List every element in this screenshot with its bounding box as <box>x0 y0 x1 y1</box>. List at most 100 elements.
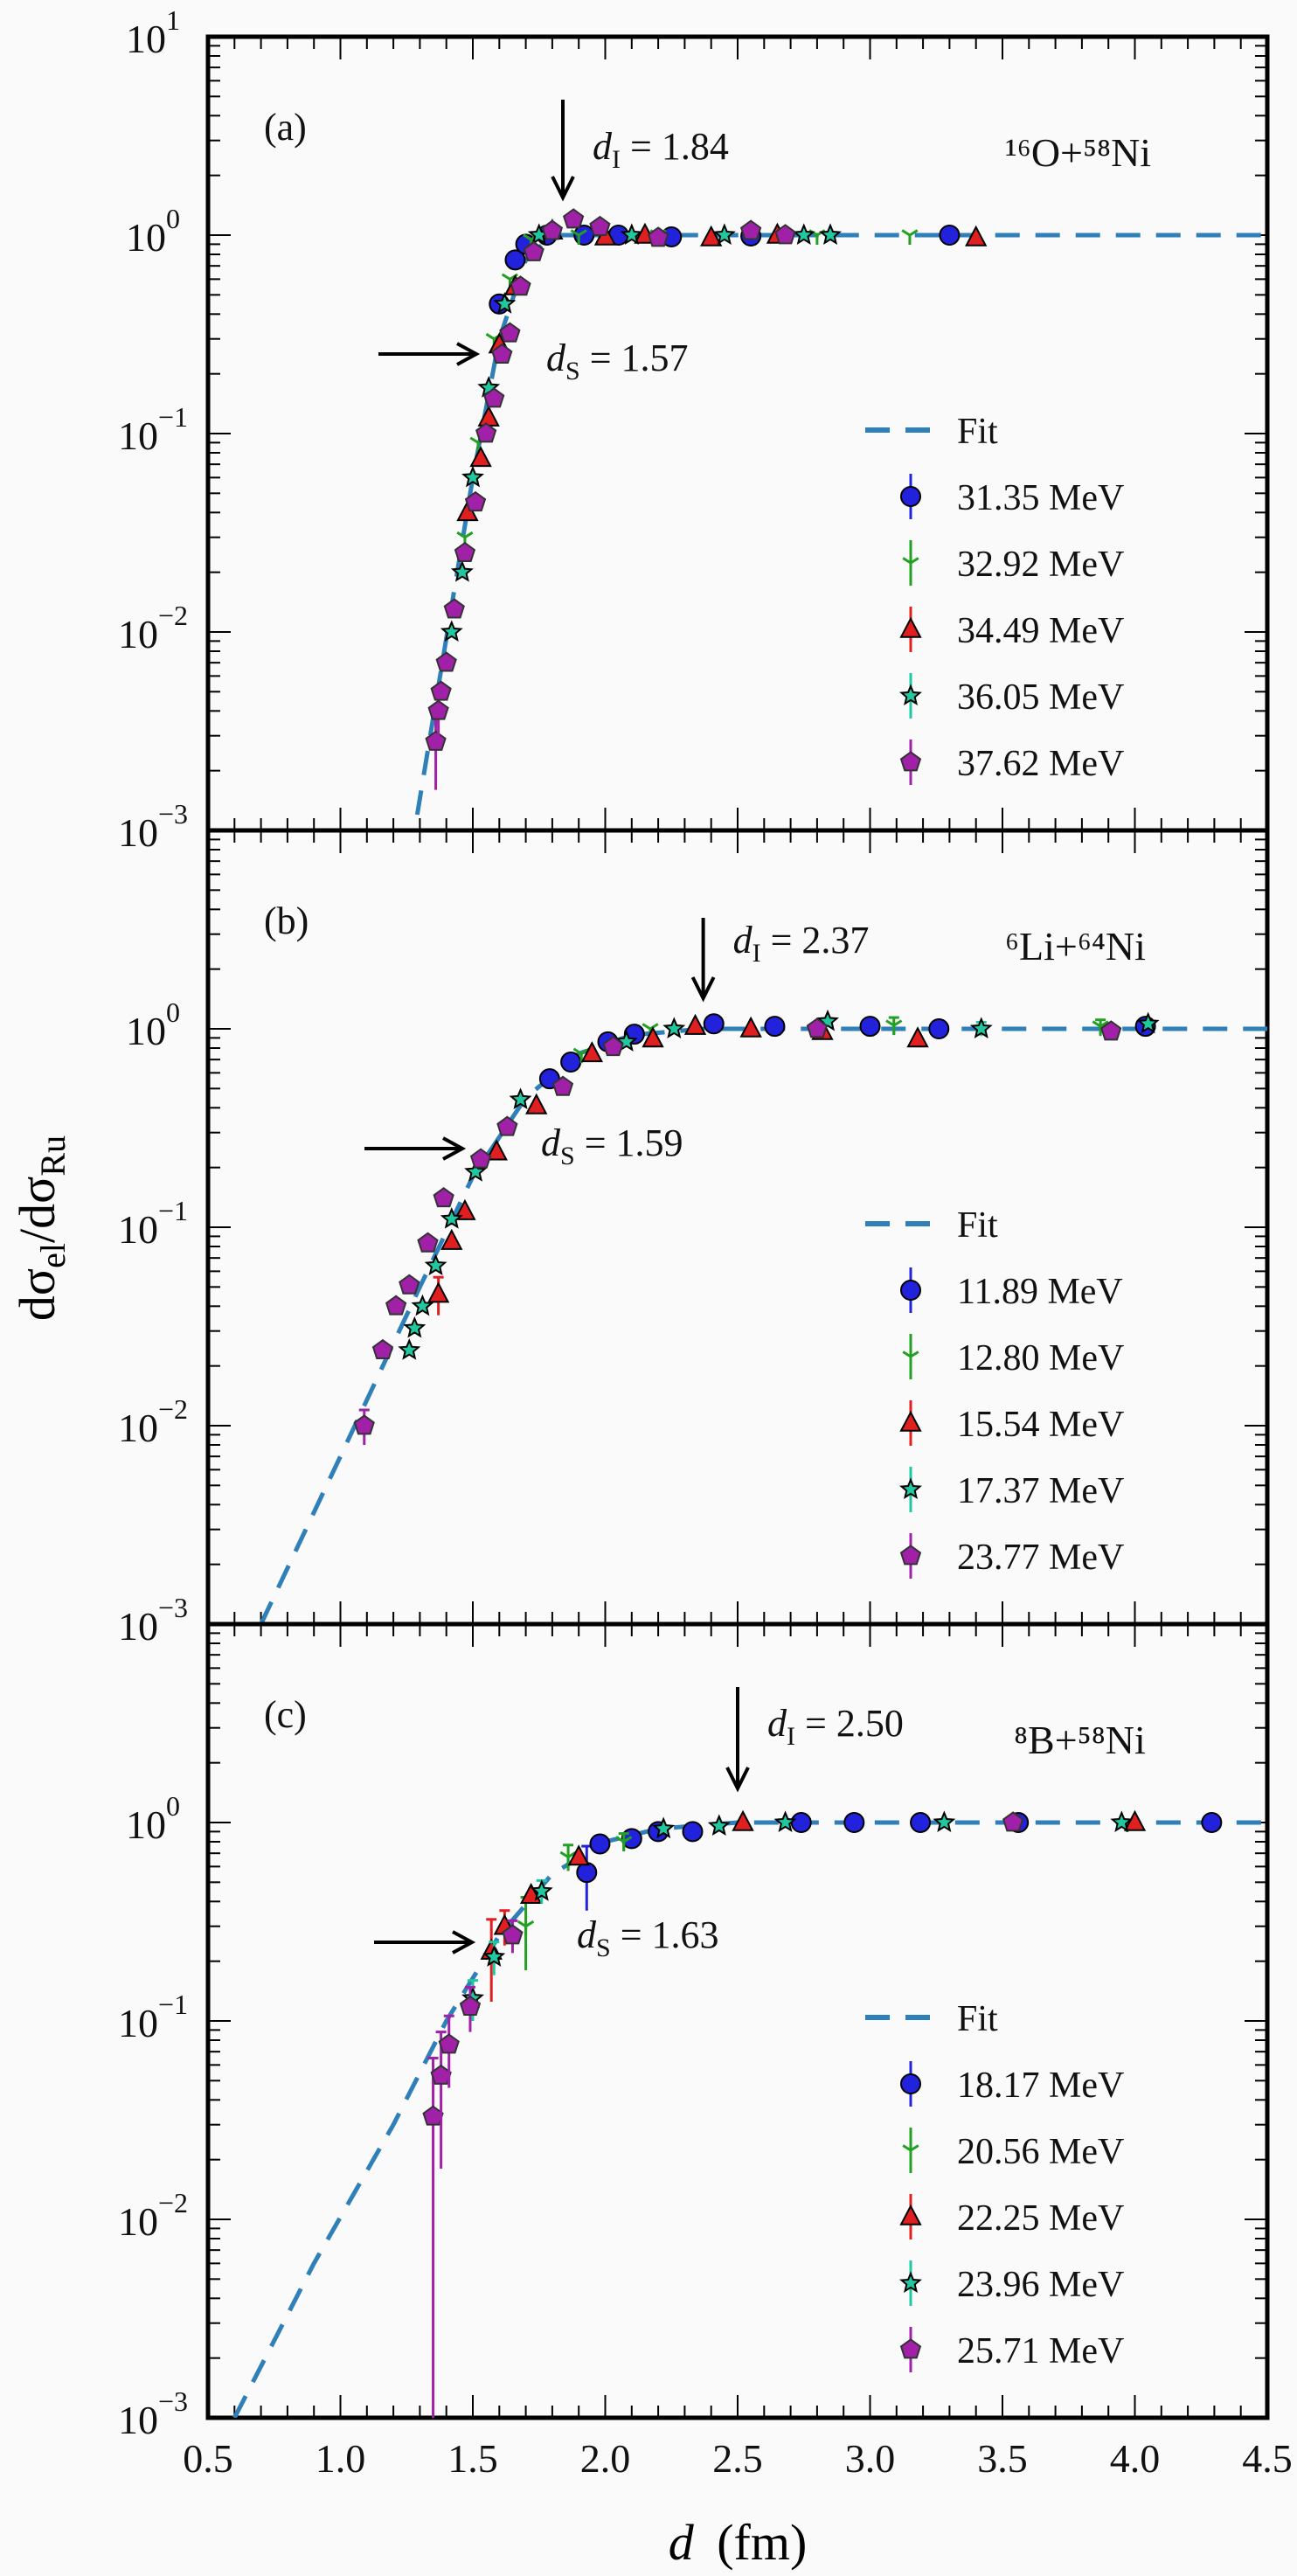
data-point <box>454 1198 476 1220</box>
legend-marker <box>899 684 922 706</box>
legend-marker <box>902 557 919 573</box>
legend-marker <box>900 2073 921 2094</box>
data-point <box>541 219 564 240</box>
x-tick-label: 4.0 <box>1110 2436 1161 2481</box>
arrow-right-icon <box>364 1136 467 1161</box>
data-point <box>435 651 457 672</box>
data-point <box>454 541 476 563</box>
x-tick-label: 4.5 <box>1242 2436 1293 2481</box>
data-point <box>1100 1020 1122 1041</box>
data-point <box>764 1016 786 1038</box>
y-tick-label: 10−2 <box>118 600 188 656</box>
legend-label: 17.37 MeV <box>957 1471 1124 1511</box>
legend-label: 34.49 MeV <box>957 611 1124 651</box>
data-point <box>525 1093 548 1114</box>
data-point <box>353 1414 375 1435</box>
data-point <box>732 1809 754 1831</box>
data-point <box>589 1833 611 1855</box>
panel-a: 10−3 10−2 10−1 100 101 (a) ¹⁶O+⁵⁸Ni dI = 1.84 dS… <box>118 4 1270 855</box>
data-point <box>774 224 796 245</box>
data-point <box>570 229 587 245</box>
data-point <box>398 1338 421 1360</box>
data-point <box>403 1316 427 1338</box>
legend-label: 25.71 MeV <box>957 2331 1124 2371</box>
data-point <box>371 1338 394 1360</box>
data-point <box>551 1075 574 1096</box>
d-I-annotation: dI = 2.50 <box>767 1702 904 1751</box>
legend-fit-label: Fit <box>957 412 998 452</box>
legend-marker <box>900 486 921 507</box>
legend-label: 32.92 MeV <box>957 545 1124 585</box>
data-point <box>700 225 723 246</box>
arrow-down-icon <box>690 918 716 1003</box>
data-point <box>560 1052 582 1073</box>
data-point <box>499 322 521 343</box>
series-36-05-MeV <box>440 223 842 642</box>
series-22-25-MeV <box>480 1809 1147 2003</box>
reaction-label: ¹⁶O+⁵⁸Ni <box>1005 130 1151 175</box>
legend-fit-label: Fit <box>957 1205 998 1246</box>
data-point <box>567 1844 590 1866</box>
data-point <box>1092 1020 1109 1037</box>
data-point <box>703 1013 725 1035</box>
reaction-label: ⁸B+⁵⁸Ni <box>1014 1718 1146 1762</box>
x-tick-label: 3.0 <box>845 2436 896 2481</box>
data-point <box>464 490 487 512</box>
data-point <box>411 1294 434 1316</box>
data-point <box>496 1115 518 1136</box>
data-point <box>933 1810 956 1833</box>
y-tick-label: 10−1 <box>118 401 188 458</box>
data-point <box>1110 1810 1134 1833</box>
panel-label: (b) <box>264 899 309 942</box>
legend-marker <box>899 616 922 638</box>
fit-line <box>414 233 1267 816</box>
y-tick-label: 100 <box>126 996 180 1053</box>
data-point <box>620 223 643 246</box>
data-point <box>790 1812 812 1833</box>
legend-marker <box>902 2144 919 2160</box>
x-tick-labels: 0.5 1.0 1.5 2.0 2.5 3.0 3.5 4.0 4.5 <box>183 2436 1293 2481</box>
data-point <box>1201 1812 1223 1833</box>
data-point <box>530 1879 553 1901</box>
data-point <box>792 223 815 246</box>
legend-label: 31.35 MeV <box>957 478 1124 518</box>
y-tick-label: 10−3 <box>118 1592 188 1649</box>
data-point <box>562 208 585 229</box>
series-25-71-MeV <box>422 1811 1024 2418</box>
series-31-35-MeV <box>489 225 961 315</box>
data-point <box>443 598 465 619</box>
data-point <box>427 1281 450 1303</box>
legend: Fit 31.35 MeV 32.92 MeV 34.49 MeV 36.05 MeV 3… <box>865 412 1124 785</box>
data-point <box>662 1017 686 1039</box>
data-point <box>450 560 474 582</box>
legend-label: 20.56 MeV <box>957 2132 1124 2172</box>
series-23-77-MeV <box>353 1017 1122 1445</box>
arrow-down-icon <box>725 1687 750 1793</box>
fit-line <box>232 1820 1267 2418</box>
data-point <box>647 226 669 247</box>
legend-label: 15.54 MeV <box>957 1405 1124 1445</box>
legend-marker <box>899 2338 922 2359</box>
panel-b: 10−3 10−2 10−1 100 (b) ⁶Li+⁶⁴Ni dI = 2.37 dS = … <box>118 828 1270 1649</box>
data-point <box>939 225 961 246</box>
y-tick-label: 10−3 <box>118 2385 188 2442</box>
data-point <box>491 343 513 365</box>
plot-area <box>414 208 1267 816</box>
data-point <box>682 1821 704 1843</box>
series-37-62-MeV <box>425 208 796 790</box>
data-point <box>482 1945 506 1967</box>
data-point <box>469 1148 492 1169</box>
data-point <box>739 1016 762 1038</box>
data-point <box>477 405 500 427</box>
x-axis-label: d (fm) <box>669 2514 808 2571</box>
legend-marker <box>902 1350 919 1366</box>
d-S-annotation: dS = 1.63 <box>577 1913 719 1962</box>
legend-label: 18.17 MeV <box>957 2066 1124 2106</box>
data-point <box>464 1160 487 1182</box>
data-point <box>424 1253 447 1276</box>
y-tick-label: 100 <box>126 1790 180 1847</box>
legend-label: 11.89 MeV <box>957 1272 1123 1312</box>
data-point <box>425 730 447 751</box>
data-point <box>483 387 505 408</box>
data-point <box>773 1810 797 1833</box>
